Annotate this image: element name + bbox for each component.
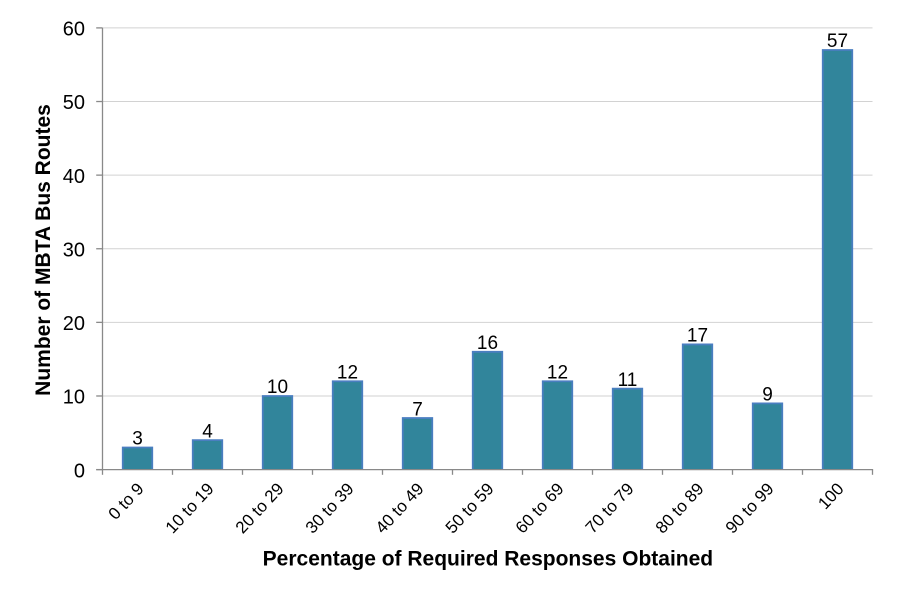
svg-text:60: 60 <box>63 19 85 41</box>
svg-text:20: 20 <box>63 313 85 335</box>
svg-text:17: 17 <box>687 326 708 347</box>
svg-text:0: 0 <box>74 460 85 482</box>
svg-text:16: 16 <box>477 333 498 354</box>
svg-text:3: 3 <box>132 429 143 450</box>
svg-text:12: 12 <box>547 363 568 384</box>
svg-text:57: 57 <box>827 31 848 52</box>
svg-text:4: 4 <box>202 421 213 442</box>
svg-text:30: 30 <box>63 239 85 261</box>
svg-text:40: 40 <box>63 166 85 188</box>
svg-text:Percentage of Required Respons: Percentage of Required Responses Obtaine… <box>263 548 713 571</box>
svg-text:10: 10 <box>63 387 85 409</box>
svg-text:7: 7 <box>412 399 423 420</box>
svg-text:Number of MBTA Bus Routes: Number of MBTA Bus Routes <box>32 104 55 396</box>
svg-text:10: 10 <box>267 377 288 398</box>
svg-text:11: 11 <box>618 370 638 391</box>
svg-text:12: 12 <box>337 363 358 384</box>
svg-text:50: 50 <box>63 92 85 114</box>
svg-text:9: 9 <box>762 385 773 406</box>
